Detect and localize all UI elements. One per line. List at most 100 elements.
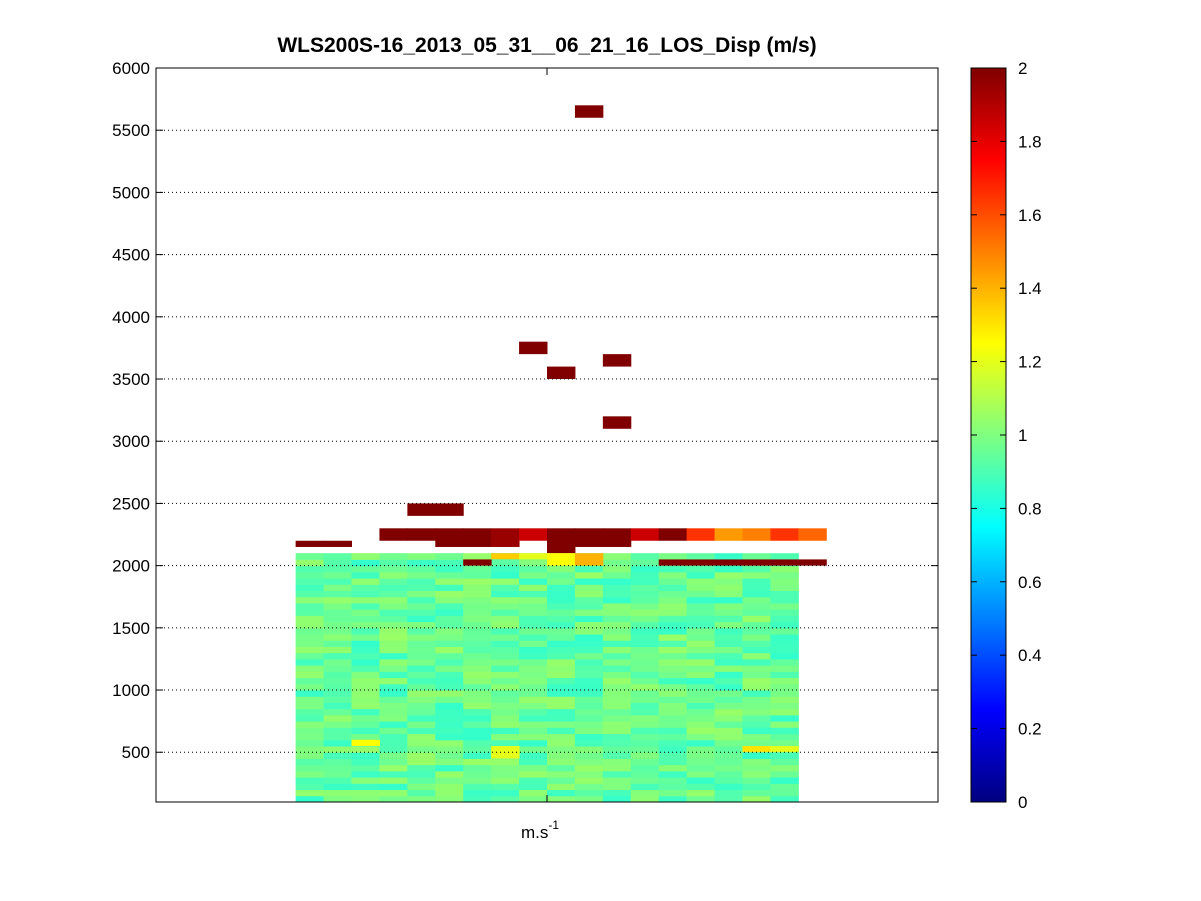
base-cell [463, 621, 492, 629]
base-cell [574, 590, 604, 598]
base-cell [519, 578, 548, 585]
base-cell [491, 578, 520, 585]
base-cell [742, 646, 771, 654]
base-cell [435, 789, 464, 797]
base-cell [435, 615, 464, 623]
base-cell [491, 590, 520, 598]
base-cell [379, 571, 408, 579]
base-cell [658, 578, 688, 585]
base-cell [435, 764, 464, 772]
base-cell [519, 764, 548, 772]
base-cell [407, 658, 436, 666]
base-cell [770, 658, 799, 666]
base-cell [295, 789, 325, 797]
base-cell [574, 646, 604, 654]
base-cell [463, 553, 492, 560]
base-cell [295, 590, 325, 598]
base-cell [491, 565, 520, 573]
base-cell [602, 627, 632, 635]
base-cell [323, 795, 352, 803]
base-cell [658, 665, 688, 672]
base-cell [295, 615, 325, 623]
base-cell [407, 646, 436, 654]
base-cell [351, 696, 380, 703]
base-cell [658, 627, 688, 635]
base-cell [547, 770, 576, 778]
base-cell [323, 571, 352, 579]
base-cell [323, 590, 352, 598]
base-cell [491, 683, 520, 691]
base-cell [770, 602, 799, 610]
base-cell [602, 702, 632, 710]
base-cell [630, 571, 660, 579]
base-cell [351, 721, 380, 728]
base-cell [323, 721, 352, 728]
base-cell [519, 690, 548, 697]
base-cell [574, 739, 604, 747]
base-cell [351, 665, 380, 672]
base-cell [574, 777, 604, 784]
base-cell [491, 733, 520, 741]
base-cell [323, 665, 352, 672]
base-cell [658, 602, 688, 610]
base-cell [686, 727, 716, 735]
base-cell [770, 609, 799, 616]
base-cell [742, 770, 771, 778]
heatmap-cell [295, 540, 325, 547]
base-cell [295, 596, 325, 604]
base-cell [686, 609, 716, 616]
base-cell [770, 615, 799, 623]
heatmap-cell [602, 528, 632, 547]
base-cell [686, 770, 716, 778]
base-cell [574, 634, 604, 641]
base-cell [574, 783, 604, 791]
base-cell [658, 727, 688, 735]
colorbar-tick-label: 1.6 [1018, 206, 1042, 225]
heatmap-cell [658, 559, 688, 566]
base-cell [351, 708, 380, 716]
heatmap-cells [295, 105, 827, 803]
base-cell [602, 621, 632, 629]
base-cell [630, 553, 660, 560]
base-cell [630, 721, 660, 728]
y-tick-label: 4000 [112, 308, 150, 327]
base-cell [519, 590, 548, 598]
base-cell [519, 571, 548, 579]
base-cell [630, 634, 660, 641]
base-cell [770, 795, 799, 803]
base-cell [295, 671, 325, 679]
base-cell [323, 658, 352, 666]
base-cell [435, 783, 464, 791]
base-cell [630, 671, 660, 679]
base-cell [714, 652, 743, 660]
base-cell [351, 690, 380, 697]
base-cell [379, 752, 408, 759]
base-cell [547, 621, 576, 629]
base-cell [407, 696, 436, 703]
base-cell [463, 565, 492, 573]
base-cell [686, 783, 716, 791]
base-cell [407, 565, 436, 573]
colorbar-tick-label: 0.8 [1018, 499, 1042, 518]
base-cell [491, 727, 520, 735]
base-cell [547, 752, 576, 759]
base-cell [351, 590, 380, 598]
base-cell [714, 615, 743, 623]
base-cell [742, 752, 771, 759]
base-cell [547, 758, 576, 766]
base-cell [379, 690, 408, 697]
base-cell [351, 584, 380, 592]
base-cell [379, 683, 408, 691]
heatmap-cell [519, 553, 548, 560]
base-cell [295, 584, 325, 592]
base-cell [547, 727, 576, 735]
base-cell [351, 752, 380, 759]
heatmap-cell [547, 553, 576, 566]
base-cell [295, 770, 325, 778]
base-cell [519, 665, 548, 672]
base-cell [658, 658, 688, 666]
base-cell [714, 578, 743, 585]
base-cell [323, 727, 352, 735]
base-cell [602, 764, 632, 772]
base-cell [519, 627, 548, 635]
